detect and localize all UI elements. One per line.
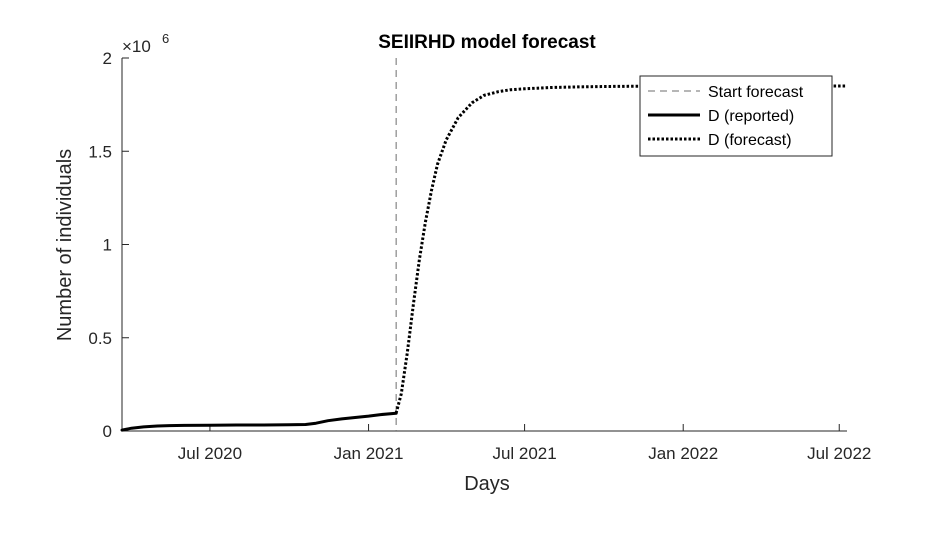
y-exponent-power: 6 bbox=[162, 31, 169, 46]
y-tick-label: 0 bbox=[103, 422, 112, 441]
x-axis-ticks: Jul 2020 Jan 2021 Jul 2021 Jan 2022 Jul 2022 bbox=[178, 424, 871, 463]
x-tick-label: Jul 2022 bbox=[807, 444, 871, 463]
x-tick-label: Jan 2022 bbox=[648, 444, 718, 463]
legend-label: D (reported) bbox=[708, 108, 794, 125]
chart-title: SEIIRHD model forecast bbox=[378, 32, 596, 53]
series-layer bbox=[120, 84, 847, 432]
x-tick-label: Jul 2020 bbox=[178, 444, 242, 463]
y-axis-exponent: ×10 6 bbox=[122, 31, 169, 56]
x-tick-label: Jan 2021 bbox=[334, 444, 404, 463]
series-line-forecast bbox=[394, 84, 847, 414]
series-line-reported bbox=[120, 411, 398, 432]
y-exponent-base: ×10 bbox=[122, 37, 151, 56]
y-axis-title: Number of individuals bbox=[54, 149, 76, 341]
y-tick-label: 1 bbox=[103, 236, 112, 255]
legend-label: D (forecast) bbox=[708, 132, 792, 149]
legend: Start forecast D (reported) D (forecast) bbox=[639, 75, 833, 157]
x-tick-label: Jul 2021 bbox=[492, 444, 556, 463]
y-tick-label: 2 bbox=[103, 49, 112, 68]
legend-label: Start forecast bbox=[708, 84, 804, 101]
y-axis-ticks: 0 0.5 1 1.5 2 bbox=[88, 49, 129, 441]
x-axis-title: Days bbox=[464, 473, 510, 495]
y-tick-label: 0.5 bbox=[88, 329, 112, 348]
y-tick-label: 1.5 bbox=[88, 142, 112, 161]
